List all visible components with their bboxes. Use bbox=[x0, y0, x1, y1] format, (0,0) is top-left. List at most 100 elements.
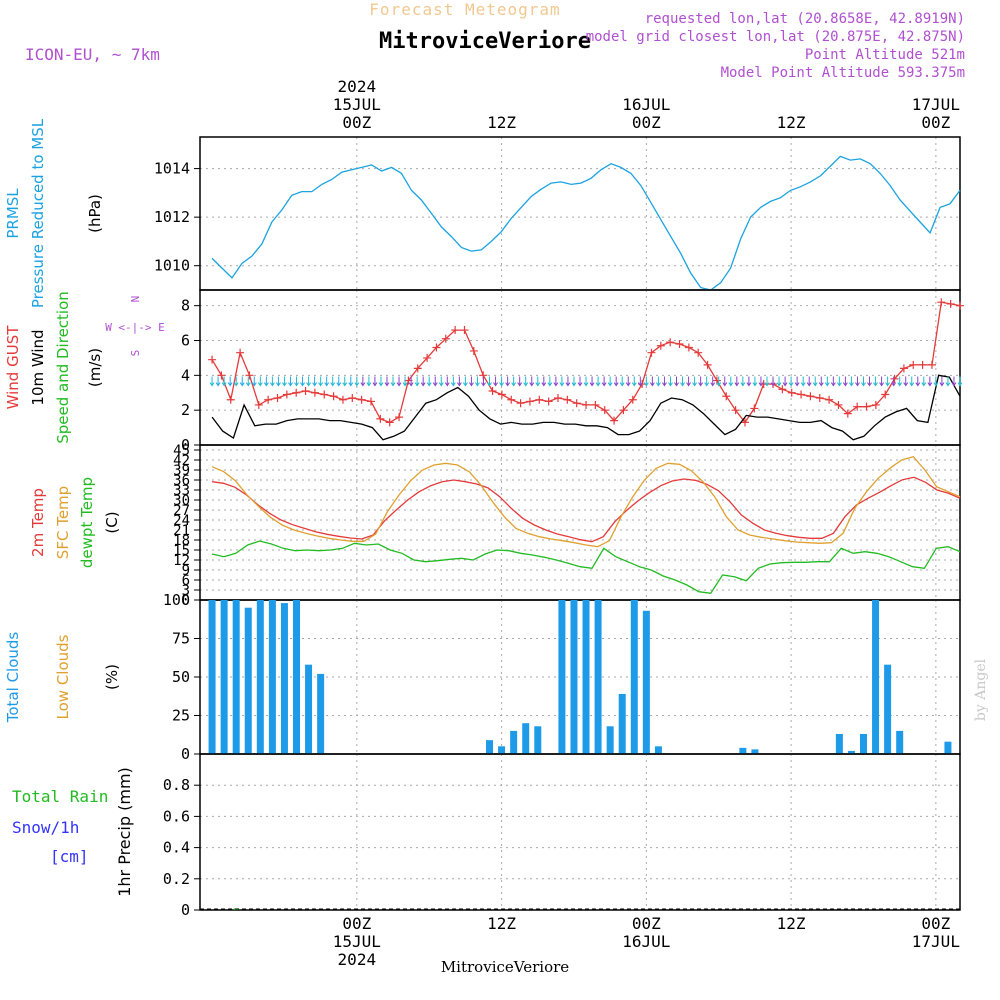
y-tick-label: 0 bbox=[182, 593, 190, 609]
wind-direction-arrow bbox=[933, 376, 939, 387]
wind-direction-arrow bbox=[372, 376, 378, 387]
wind-direction-arrow bbox=[782, 376, 788, 387]
data-bar bbox=[896, 730, 904, 754]
data-bar bbox=[618, 693, 626, 754]
gust-marker bbox=[610, 416, 619, 425]
wind-direction-arrow bbox=[336, 376, 342, 387]
series-line bbox=[211, 155, 961, 291]
wind-direction-arrow bbox=[583, 376, 589, 387]
top-time-label: 16JUL bbox=[622, 95, 670, 114]
y-tick-label: 2 bbox=[181, 401, 190, 419]
bottom-time-label: 15JUL bbox=[333, 932, 381, 951]
wind-direction-arrow bbox=[655, 376, 661, 387]
y-tick-label: 0.8 bbox=[163, 776, 190, 794]
wind-direction-arrow bbox=[867, 376, 872, 387]
wind-direction-arrow bbox=[794, 376, 800, 387]
gust-marker bbox=[488, 387, 497, 396]
wind-direction-arrow bbox=[897, 376, 903, 387]
data-bar bbox=[232, 600, 240, 754]
wind-direction-arrow bbox=[209, 376, 215, 387]
data-bar bbox=[558, 600, 566, 754]
unit-label: (C) bbox=[103, 511, 121, 533]
gust-marker bbox=[927, 360, 936, 369]
wind-direction-arrow bbox=[722, 376, 728, 387]
data-bar bbox=[522, 723, 530, 754]
gust-marker bbox=[647, 348, 656, 357]
gust-marker bbox=[890, 374, 899, 383]
wind-direction-arrow bbox=[662, 376, 667, 387]
panel-pressure: 1010 1012 1014 PRMSL Pressure Reduced to MSL… bbox=[4, 118, 961, 308]
compass-south: S bbox=[129, 350, 142, 357]
top-time-label: 15JUL bbox=[333, 95, 381, 114]
wind-direction-arrow bbox=[493, 376, 498, 387]
gust-marker bbox=[525, 397, 534, 406]
wind-direction-arrow bbox=[643, 376, 649, 387]
wind-direction-arrow bbox=[903, 376, 909, 387]
gust-marker bbox=[825, 395, 834, 404]
y-tick-label: 0 bbox=[181, 436, 190, 454]
panel-precip: 0 0.2 0.4 0.6 0.8 Total Rain Snow/1h [cm] 1hr Pr… bbox=[12, 753, 961, 919]
wind-direction-arrow bbox=[215, 376, 221, 387]
gust-marker bbox=[731, 406, 740, 415]
gust-marker bbox=[666, 338, 675, 347]
top-time-label: 12Z bbox=[487, 113, 516, 132]
gust-marker bbox=[563, 395, 572, 404]
wind-direction-arrow bbox=[553, 376, 559, 387]
wind-direction-arrow bbox=[300, 376, 305, 387]
gust-marker bbox=[516, 399, 525, 408]
gust-marker bbox=[918, 360, 927, 369]
series-line bbox=[211, 455, 961, 548]
wind-direction-arrow bbox=[330, 376, 336, 387]
wind-direction-arrow bbox=[921, 376, 927, 387]
wind-direction-arrow bbox=[595, 376, 601, 387]
gust-marker bbox=[395, 413, 404, 422]
wind-direction-arrow bbox=[806, 376, 812, 387]
y-tick-label: 8 bbox=[181, 297, 190, 315]
y-tick-label: 0.2 bbox=[163, 870, 190, 888]
gust-marker bbox=[937, 298, 946, 307]
gust-marker bbox=[750, 404, 759, 413]
wind-direction-arrow bbox=[517, 376, 523, 387]
gust-marker bbox=[497, 390, 506, 399]
panel-label: dewpt Temp bbox=[78, 477, 96, 568]
gust-marker bbox=[553, 393, 562, 402]
model-label: ICON-EU, ~ 7km bbox=[25, 45, 160, 64]
precip-legend: Snow/1h bbox=[12, 818, 79, 837]
wind-direction-arrow bbox=[571, 376, 577, 387]
data-bar bbox=[872, 600, 880, 754]
y-tick-label: 21 bbox=[173, 523, 190, 539]
wind-direction-arrow bbox=[830, 376, 836, 387]
wind-direction-arrow bbox=[245, 376, 251, 387]
wind-direction-arrow bbox=[408, 376, 414, 387]
series-line bbox=[211, 540, 961, 594]
wind-direction-arrow bbox=[324, 376, 330, 387]
gust-marker bbox=[946, 299, 955, 308]
gust-marker bbox=[862, 402, 871, 411]
wind-direction-arrow bbox=[282, 376, 287, 387]
gust-marker bbox=[740, 418, 749, 427]
gust-marker bbox=[301, 387, 310, 396]
wind-direction-arrow bbox=[414, 376, 420, 387]
data-bar bbox=[884, 664, 892, 754]
gust-marker bbox=[806, 392, 815, 401]
wind-direction-arrow bbox=[686, 376, 691, 387]
y-tick-label: 1010 bbox=[154, 257, 190, 275]
wind-direction-arrow bbox=[420, 376, 426, 387]
data-bar bbox=[630, 600, 638, 754]
wind-direction-arrow bbox=[915, 376, 921, 387]
data-bar bbox=[739, 747, 747, 754]
wind-direction-arrow bbox=[577, 376, 583, 387]
panel-label: 10m Wind bbox=[29, 329, 47, 405]
compass-axis: W <-|-> E bbox=[105, 321, 165, 334]
data-bar bbox=[751, 749, 759, 754]
data-bar bbox=[859, 733, 867, 754]
panel-label: Total Clouds bbox=[4, 632, 22, 724]
data-bar bbox=[498, 746, 506, 754]
bottom-time-label: 12Z bbox=[777, 914, 806, 933]
y-tick-label: 100 bbox=[163, 591, 190, 609]
wind-direction-arrow bbox=[728, 376, 734, 387]
gust-marker bbox=[787, 388, 796, 397]
wind-direction-arrow bbox=[318, 376, 324, 387]
unit-label: (%) bbox=[103, 664, 121, 690]
gust-marker bbox=[899, 364, 908, 373]
